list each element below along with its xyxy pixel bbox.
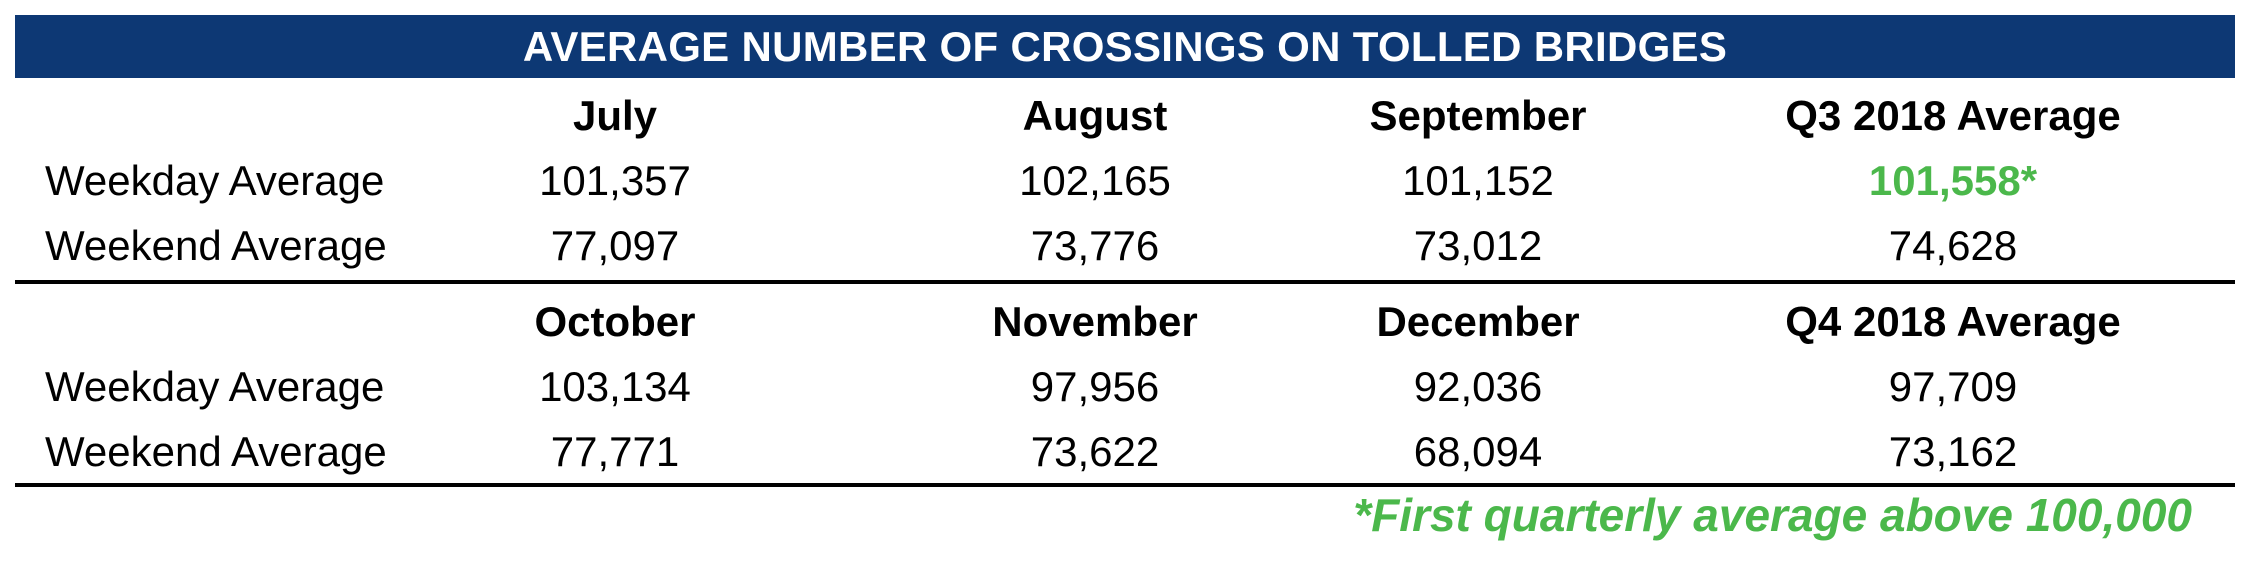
table-cell: 77,097 (550, 222, 680, 269)
table-cell: 73,622 (1030, 428, 1160, 475)
q3-weekday-row: Weekday Average 101,357 102,165 101,152 … (15, 148, 2235, 214)
table-cell: 73,162 (1888, 428, 2018, 475)
row-label-weekend: Weekend Average (45, 428, 387, 475)
column-header-september: September (1369, 92, 1587, 139)
table-cell: 73,012 (1413, 222, 1543, 269)
q3-weekend-row: Weekend Average 77,097 73,776 73,012 74,… (15, 213, 2235, 279)
row-label-weekday: Weekday Average (45, 157, 385, 204)
table-title: AVERAGE NUMBER OF CROSSINGS ON TOLLED BR… (15, 15, 2235, 78)
q4-weekday-row: Weekday Average 103,134 97,956 92,036 97… (15, 354, 2235, 420)
table-cell: 97,709 (1888, 363, 2018, 410)
table-cell: 101,152 (1402, 157, 1554, 204)
table-cell: 73,776 (1030, 222, 1160, 269)
table-cell: 74,628 (1888, 222, 2018, 269)
column-header-q4-average: Q4 2018 Average (1785, 298, 2121, 345)
q3-header-row: July August September Q3 2018 Average (15, 83, 2235, 149)
table-bottom-rule (15, 483, 2235, 487)
q4-weekend-row: Weekend Average 77,771 73,622 68,094 73,… (15, 419, 2235, 485)
column-header-q3-average: Q3 2018 Average (1785, 92, 2121, 139)
row-label-weekend: Weekend Average (45, 222, 387, 269)
section-divider (15, 280, 2235, 284)
q3-weekday-highlight-cell: 101,558* (1868, 157, 2038, 204)
row-label-weekday: Weekday Average (45, 363, 385, 410)
table-cell: 97,956 (1030, 363, 1160, 410)
table-cell: 103,134 (539, 363, 691, 410)
q4-header-row: October November December Q4 2018 Averag… (15, 289, 2235, 355)
column-header-august: August (1022, 92, 1168, 139)
table-cell: 68,094 (1413, 428, 1543, 475)
column-header-july: July (572, 92, 658, 139)
footnote: *First quarterly average above 100,000 (1353, 489, 2192, 541)
column-header-november: November (992, 298, 1198, 345)
table-cell: 77,771 (550, 428, 680, 475)
table-cell: 102,165 (1019, 157, 1171, 204)
table-cell: 101,357 (539, 157, 691, 204)
table-cell: 92,036 (1413, 363, 1543, 410)
column-header-october: October (534, 298, 696, 345)
column-header-december: December (1376, 298, 1580, 345)
